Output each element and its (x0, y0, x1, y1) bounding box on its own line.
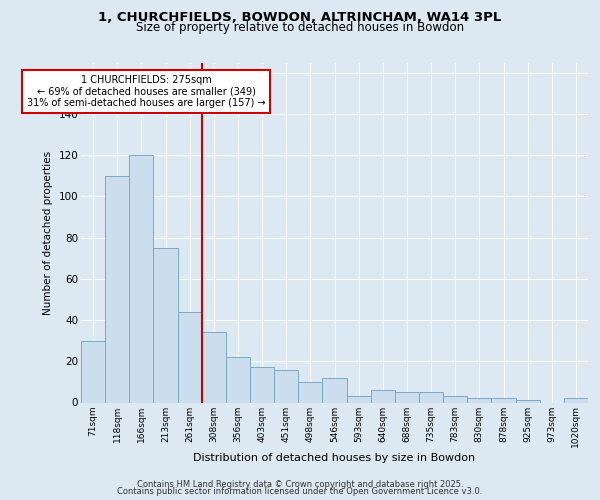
Bar (395, 392, 419, 402)
Bar (467, 398, 491, 402)
Text: Contains HM Land Registry data © Crown copyright and database right 2025.: Contains HM Land Registry data © Crown c… (137, 480, 463, 489)
Bar (226, 357, 250, 403)
Bar (564, 398, 588, 402)
Bar (322, 378, 347, 402)
X-axis label: Distribution of detached houses by size in Bowdon: Distribution of detached houses by size … (193, 453, 476, 463)
Bar (515, 400, 540, 402)
Y-axis label: Number of detached properties: Number of detached properties (43, 150, 53, 314)
Bar (250, 368, 274, 402)
Bar (371, 390, 395, 402)
Bar (347, 396, 371, 402)
Bar (202, 332, 226, 402)
Bar (81, 340, 105, 402)
Text: 1 CHURCHFIELDS: 275sqm
← 69% of detached houses are smaller (349)
31% of semi-de: 1 CHURCHFIELDS: 275sqm ← 69% of detached… (27, 75, 265, 108)
Bar (419, 392, 443, 402)
Text: Size of property relative to detached houses in Bowdon: Size of property relative to detached ho… (136, 21, 464, 34)
Bar (129, 155, 154, 402)
Bar (178, 312, 202, 402)
Bar (274, 370, 298, 402)
Bar (154, 248, 178, 402)
Bar (491, 398, 515, 402)
Text: 1, CHURCHFIELDS, BOWDON, ALTRINCHAM, WA14 3PL: 1, CHURCHFIELDS, BOWDON, ALTRINCHAM, WA1… (98, 11, 502, 24)
Bar (298, 382, 322, 402)
Bar (105, 176, 129, 402)
Bar (443, 396, 467, 402)
Text: Contains public sector information licensed under the Open Government Licence v3: Contains public sector information licen… (118, 487, 482, 496)
